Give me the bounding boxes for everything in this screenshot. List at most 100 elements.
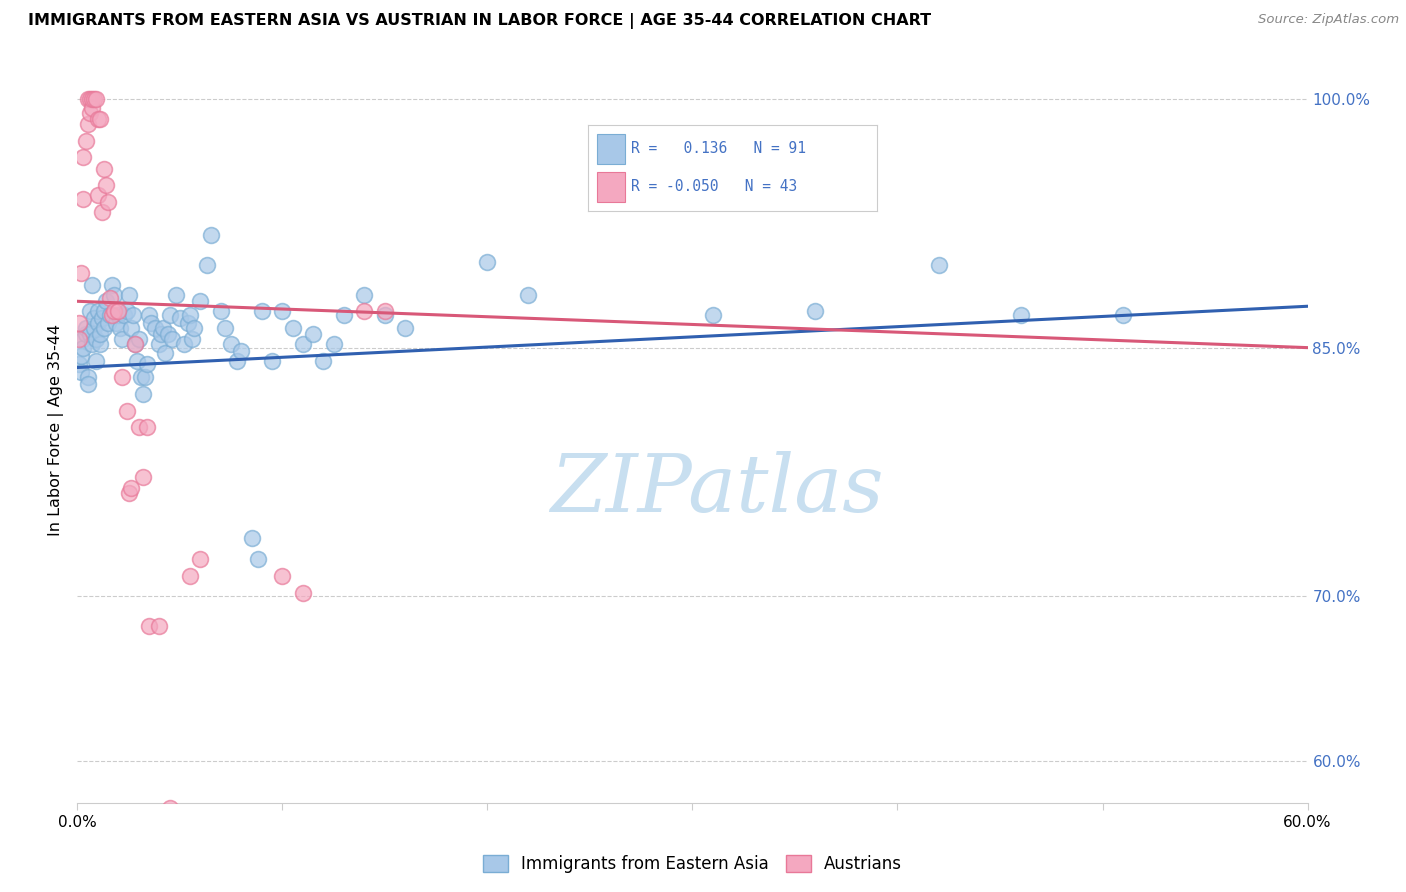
- Point: [129, 370, 152, 384]
- Point: [101, 277, 124, 292]
- Point: [195, 258, 218, 272]
- Point: [132, 469, 155, 483]
- Point: [87, 112, 110, 127]
- Point: [150, 327, 173, 342]
- Point: [93, 320, 115, 334]
- Point: [117, 486, 139, 500]
- Text: ZIPatlas: ZIPatlas: [550, 451, 884, 529]
- Point: [159, 308, 181, 322]
- Point: [188, 552, 212, 566]
- Point: [80, 277, 103, 292]
- Point: [928, 258, 950, 272]
- Point: [103, 304, 125, 318]
- Point: [152, 320, 174, 334]
- Point: [90, 310, 114, 325]
- Point: [173, 337, 195, 351]
- Point: [117, 287, 139, 301]
- Point: [93, 161, 115, 176]
- Point: [177, 316, 200, 330]
- Point: [128, 420, 150, 434]
- Point: [517, 287, 540, 301]
- Point: [179, 308, 201, 322]
- Point: [302, 327, 325, 342]
- Point: [110, 320, 132, 334]
- Point: [105, 316, 128, 330]
- Point: [219, 337, 242, 351]
- Point: [209, 304, 232, 318]
- Point: [804, 883, 827, 892]
- Legend: Immigrants from Eastern Asia, Austrians: Immigrants from Eastern Asia, Austrians: [477, 848, 908, 880]
- Point: [103, 287, 125, 301]
- Point: [159, 801, 181, 815]
- Point: [128, 332, 150, 346]
- Point: [246, 552, 269, 566]
- Point: [160, 332, 183, 346]
- Point: [70, 266, 93, 280]
- Point: [67, 357, 90, 371]
- Point: [271, 569, 294, 583]
- Point: [214, 320, 236, 334]
- Point: [75, 134, 97, 148]
- Point: [70, 349, 93, 363]
- Point: [83, 310, 105, 325]
- Point: [333, 308, 356, 322]
- Point: [83, 320, 105, 334]
- Point: [114, 308, 136, 322]
- Point: [72, 192, 94, 206]
- Point: [132, 387, 155, 401]
- Point: [353, 304, 375, 318]
- Point: [1112, 308, 1135, 322]
- Point: [72, 332, 94, 346]
- Point: [374, 304, 396, 318]
- Point: [87, 188, 110, 202]
- Point: [76, 370, 98, 384]
- Point: [80, 337, 103, 351]
- Point: [702, 308, 724, 322]
- Point: [165, 287, 187, 301]
- Point: [90, 205, 114, 219]
- Point: [124, 337, 146, 351]
- Point: [121, 308, 143, 322]
- Point: [97, 194, 120, 209]
- Point: [84, 92, 107, 106]
- Point: [89, 112, 111, 127]
- Point: [138, 308, 160, 322]
- Point: [291, 337, 314, 351]
- Point: [75, 320, 97, 334]
- Point: [89, 327, 111, 342]
- Point: [281, 320, 304, 334]
- Point: [79, 92, 101, 106]
- Point: [111, 332, 134, 346]
- Point: [124, 337, 146, 351]
- Point: [101, 308, 124, 322]
- Point: [322, 337, 344, 351]
- Point: [138, 618, 160, 632]
- Point: [79, 105, 101, 120]
- Point: [115, 304, 138, 318]
- Point: [67, 316, 90, 330]
- Point: [111, 370, 134, 384]
- Point: [1010, 308, 1032, 322]
- Point: [271, 304, 294, 318]
- Text: IMMIGRANTS FROM EASTERN ASIA VS AUSTRIAN IN LABOR FORCE | AGE 35-44 CORRELATION : IMMIGRANTS FROM EASTERN ASIA VS AUSTRIAN…: [28, 13, 931, 29]
- Point: [87, 304, 110, 318]
- Point: [89, 337, 111, 351]
- Point: [477, 254, 499, 268]
- Point: [394, 320, 416, 334]
- Point: [79, 304, 101, 318]
- Point: [136, 357, 159, 371]
- Point: [120, 481, 142, 495]
- Y-axis label: In Labor Force | Age 35-44: In Labor Force | Age 35-44: [48, 325, 65, 536]
- Point: [183, 320, 205, 334]
- Point: [169, 310, 191, 325]
- Point: [231, 343, 253, 358]
- Point: [94, 178, 117, 193]
- Point: [72, 341, 94, 355]
- Point: [141, 316, 163, 330]
- Point: [84, 332, 107, 346]
- Point: [76, 377, 98, 392]
- Point: [98, 291, 121, 305]
- Point: [93, 304, 115, 318]
- Point: [115, 403, 138, 417]
- Point: [200, 228, 222, 243]
